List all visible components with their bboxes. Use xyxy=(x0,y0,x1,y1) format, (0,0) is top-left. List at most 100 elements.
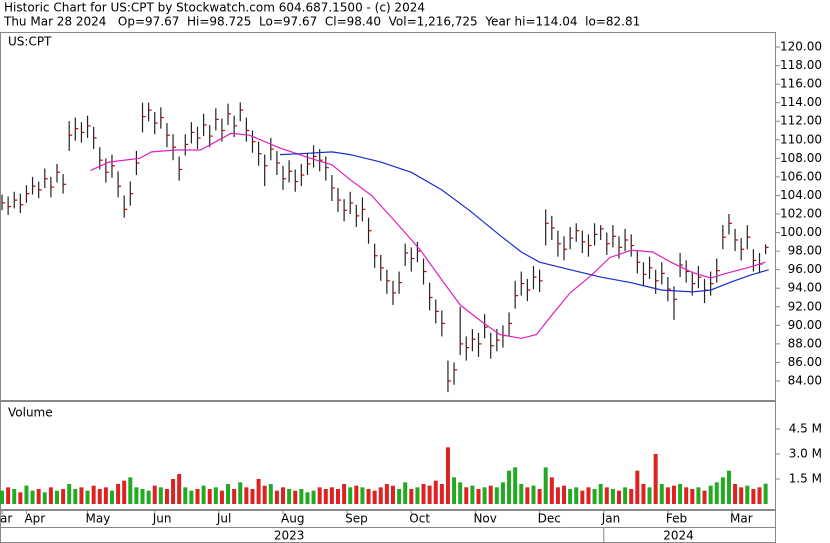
y-tick-label: 106.00 xyxy=(780,169,822,183)
volume-bar xyxy=(122,480,127,504)
volume-bar xyxy=(739,487,744,504)
volume-bar xyxy=(580,490,585,504)
x-tick-label: Jun xyxy=(152,512,172,526)
x-tick-label: Feb xyxy=(666,512,687,526)
volume-bar xyxy=(562,485,567,504)
volume-bar xyxy=(67,484,72,504)
volume-bar xyxy=(671,485,676,504)
y-tick-label: 1.5 M xyxy=(789,472,822,486)
volume-bar xyxy=(653,454,658,504)
volume-bar xyxy=(140,489,145,504)
volume-bar xyxy=(720,477,725,504)
volume-bar xyxy=(763,483,768,504)
x-tick-label: Jan xyxy=(601,512,621,526)
volume-bar xyxy=(378,487,383,504)
volume-bar xyxy=(281,487,286,504)
volume-bar xyxy=(54,490,59,504)
volume-bar xyxy=(452,477,457,504)
volume-bar xyxy=(158,487,163,504)
year-label: 2023 xyxy=(274,529,305,543)
volume-bar xyxy=(397,489,402,504)
volume-bar xyxy=(213,487,218,504)
volume-bar xyxy=(164,489,169,504)
volume-bar xyxy=(311,490,316,504)
volume-bar xyxy=(146,490,151,504)
volume-bar xyxy=(30,490,35,504)
x-tick-label: Apr xyxy=(24,512,45,526)
x-tick-label: Nov xyxy=(473,512,496,526)
volume-bar xyxy=(18,492,23,504)
volume-bar xyxy=(366,489,371,504)
y-tick-label: 98.00 xyxy=(788,244,822,258)
volume-bar xyxy=(470,485,475,504)
volume-bar xyxy=(116,484,121,504)
volume-bar xyxy=(36,489,41,504)
volume-bar xyxy=(629,489,634,504)
volume-bar xyxy=(531,485,536,504)
x-tick-label: Mar xyxy=(730,512,753,526)
volume-bar xyxy=(678,484,683,504)
volume-bar xyxy=(476,489,481,504)
volume-bar xyxy=(659,484,664,504)
y-tick-label: 118.00 xyxy=(780,58,822,72)
x-tick-label: Dec xyxy=(538,512,561,526)
y-tick-label: 84.00 xyxy=(788,373,822,387)
y-tick-label: 4.5 M xyxy=(789,422,822,436)
volume-bar xyxy=(189,490,194,504)
y-tick-label: 110.00 xyxy=(780,132,822,146)
volume-bar xyxy=(494,487,499,504)
x-tick-label: ar xyxy=(0,512,12,526)
volume-bar xyxy=(109,490,114,504)
volume-bar xyxy=(207,489,212,504)
volume-bar xyxy=(238,482,243,504)
volume-bar xyxy=(103,487,108,504)
volume-bar xyxy=(183,487,188,504)
volume-bar xyxy=(757,487,762,504)
volume-bar xyxy=(409,489,414,504)
y-tick-label: 94.00 xyxy=(788,281,822,295)
volume-bar xyxy=(274,490,279,504)
volume-bar xyxy=(0,490,5,504)
volume-bar xyxy=(348,487,353,504)
volume-bar xyxy=(226,484,231,504)
y-tick-label: 92.00 xyxy=(788,299,822,313)
volume-bar xyxy=(372,490,377,504)
volume-bar xyxy=(305,492,310,504)
volume-bar xyxy=(690,489,695,504)
volume-bar xyxy=(85,490,90,504)
volume-bar xyxy=(745,485,750,504)
moving-average xyxy=(279,151,769,293)
y-tick-label: 112.00 xyxy=(780,114,822,128)
volume-bar xyxy=(354,485,359,504)
volume-bar xyxy=(537,489,542,504)
y-tick-label: 86.00 xyxy=(788,355,822,369)
volume-bar xyxy=(219,490,224,504)
volume-bar xyxy=(751,489,756,504)
volume-bar xyxy=(317,487,322,504)
y-tick-label: 104.00 xyxy=(780,188,822,202)
volume-bar xyxy=(61,489,66,504)
x-tick-label: Jul xyxy=(216,512,231,526)
volume-bar xyxy=(342,484,347,504)
volume-bar xyxy=(415,487,420,504)
volume-bar xyxy=(244,487,249,504)
volume-bar xyxy=(604,487,609,504)
volume-label: Volume xyxy=(8,406,53,420)
volume-bar xyxy=(232,489,237,504)
y-tick-label: 90.00 xyxy=(788,318,822,332)
volume-bar xyxy=(390,485,395,504)
y-tick-label: 88.00 xyxy=(788,336,822,350)
volume-bar xyxy=(598,484,603,504)
volume-bar xyxy=(702,490,707,504)
volume-bar xyxy=(647,487,652,504)
volume-bar xyxy=(641,484,646,504)
volume-bar xyxy=(97,489,102,504)
volume-bar xyxy=(299,489,304,504)
y-tick-label: 100.00 xyxy=(780,225,822,239)
volume-bar xyxy=(482,487,487,504)
volume-bar xyxy=(427,485,432,504)
y-tick-label: 96.00 xyxy=(788,262,822,276)
volume-bar xyxy=(421,484,426,504)
